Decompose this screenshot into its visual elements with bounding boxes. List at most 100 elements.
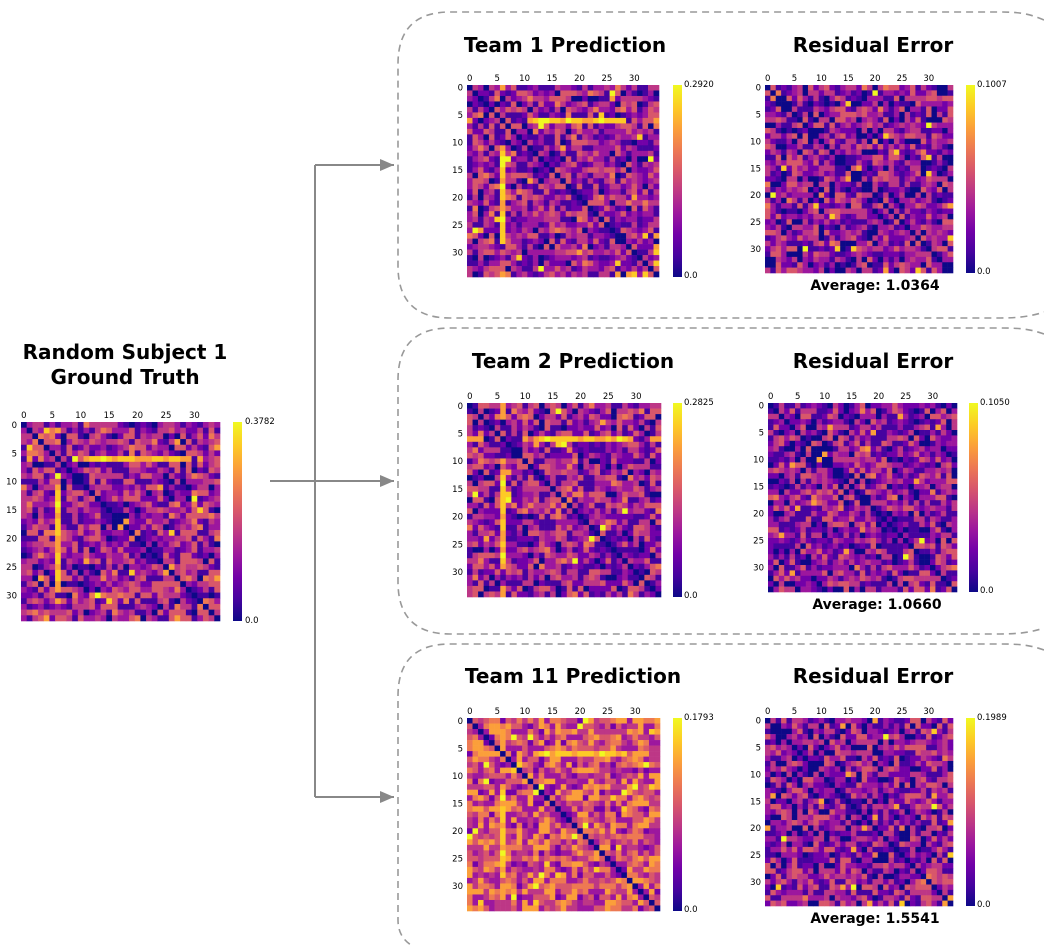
heatmap-cell bbox=[653, 139, 660, 146]
heatmap-cell bbox=[516, 558, 523, 565]
heatmap-cell bbox=[867, 262, 873, 268]
heatmap-cell bbox=[66, 456, 73, 463]
heatmap-cell bbox=[117, 444, 124, 451]
heatmap-cell bbox=[926, 133, 932, 140]
heatmap-cell bbox=[544, 580, 551, 587]
heatmap-cell bbox=[915, 165, 922, 172]
heatmap-cell bbox=[77, 535, 84, 542]
heatmap-cell bbox=[521, 101, 528, 108]
heatmap-cell bbox=[856, 246, 862, 252]
heatmap-cell bbox=[543, 161, 550, 168]
gt-title-line1: Random Subject 1 bbox=[22, 340, 228, 364]
heatmap-cell bbox=[807, 160, 814, 166]
heatmap-cell bbox=[883, 197, 889, 204]
heatmap-cell bbox=[134, 518, 141, 525]
heatmap-cell bbox=[593, 271, 599, 278]
heatmap-cell bbox=[566, 541, 573, 548]
heatmap-cell bbox=[856, 117, 862, 123]
heatmap-cell bbox=[180, 427, 187, 434]
heatmap-cell bbox=[942, 165, 948, 172]
heatmap-cell bbox=[494, 519, 501, 526]
heatmap-cell bbox=[577, 519, 584, 526]
heatmap-cell bbox=[616, 508, 623, 515]
heatmap-cell bbox=[522, 580, 529, 587]
heatmap-cell bbox=[539, 403, 545, 409]
heatmap-cell bbox=[83, 495, 90, 502]
heatmap-cell bbox=[516, 541, 523, 548]
heatmap-cell bbox=[21, 467, 27, 474]
heatmap-cell bbox=[510, 112, 517, 119]
heatmap-cell bbox=[555, 524, 562, 531]
heatmap-cell bbox=[931, 133, 938, 140]
heatmap-cell bbox=[38, 495, 45, 502]
heatmap-cell bbox=[637, 233, 643, 239]
heatmap-cell bbox=[638, 547, 645, 553]
heatmap-cell bbox=[214, 552, 221, 559]
heatmap-cell bbox=[561, 480, 568, 487]
heatmap-cell bbox=[467, 408, 473, 415]
heatmap-cell bbox=[627, 591, 634, 598]
heatmap-cell bbox=[633, 491, 640, 498]
heatmap-cell bbox=[802, 165, 809, 172]
heatmap-cell bbox=[942, 246, 948, 252]
heatmap-cell bbox=[572, 524, 579, 531]
heatmap-cell bbox=[594, 508, 601, 515]
heatmap-cell bbox=[543, 266, 550, 272]
heatmap-cell bbox=[477, 266, 484, 272]
heatmap-cell bbox=[516, 150, 523, 157]
heatmap-cell bbox=[920, 160, 927, 166]
heatmap-cell bbox=[633, 419, 640, 426]
heatmap-cell bbox=[813, 192, 820, 199]
heatmap-cell bbox=[140, 490, 147, 497]
heatmap-cell bbox=[505, 574, 512, 581]
heatmap-cell bbox=[576, 112, 583, 119]
x-tick-label: 0 bbox=[467, 392, 472, 402]
heatmap-cell bbox=[516, 530, 523, 537]
heatmap-cell bbox=[598, 260, 605, 267]
heatmap-cell bbox=[478, 458, 484, 465]
heatmap-cell bbox=[947, 224, 954, 231]
heatmap-cell bbox=[781, 144, 787, 150]
heatmap-cell bbox=[77, 586, 84, 593]
heatmap-cell bbox=[488, 244, 495, 250]
heatmap-cell bbox=[43, 478, 50, 485]
heatmap-cell bbox=[765, 117, 771, 123]
heatmap-cell bbox=[649, 591, 656, 598]
heatmap-cell bbox=[877, 181, 884, 188]
heatmap-cell bbox=[791, 106, 798, 113]
heatmap-cell bbox=[111, 473, 118, 480]
heatmap-cell bbox=[926, 154, 932, 161]
heatmap-cell bbox=[598, 95, 605, 102]
heatmap-cell bbox=[633, 541, 640, 548]
heatmap-cell bbox=[620, 139, 627, 146]
heatmap-cell bbox=[655, 513, 662, 520]
heatmap-cell bbox=[829, 187, 836, 193]
heatmap-cell bbox=[106, 592, 113, 599]
heatmap-cell bbox=[931, 181, 938, 188]
heatmap-cell bbox=[840, 117, 846, 123]
heatmap-cell bbox=[765, 251, 771, 258]
heatmap-cell bbox=[893, 117, 900, 123]
heatmap-cell bbox=[594, 447, 601, 454]
heatmap-cell bbox=[505, 558, 512, 565]
heatmap-cell bbox=[899, 165, 905, 172]
heatmap-cell bbox=[472, 574, 479, 581]
heatmap-cell bbox=[500, 502, 507, 509]
heatmap-cell bbox=[21, 518, 27, 525]
heatmap-cell bbox=[106, 530, 113, 537]
heatmap-cell bbox=[861, 208, 868, 215]
heatmap-cell bbox=[532, 123, 539, 130]
heatmap-cell bbox=[472, 85, 479, 91]
heatmap-cell bbox=[582, 271, 588, 278]
heatmap-cell bbox=[566, 452, 573, 459]
heatmap-cell bbox=[605, 563, 612, 570]
heatmap-cell bbox=[920, 213, 927, 220]
heatmap-cell bbox=[644, 475, 651, 481]
heatmap-cell bbox=[644, 419, 651, 426]
heatmap-cell bbox=[21, 541, 27, 548]
heatmap-cell bbox=[94, 524, 101, 531]
heatmap-cell bbox=[583, 552, 590, 559]
heatmap-cell bbox=[38, 598, 45, 605]
heatmap-cell bbox=[622, 403, 629, 409]
heatmap-cell bbox=[588, 441, 595, 448]
